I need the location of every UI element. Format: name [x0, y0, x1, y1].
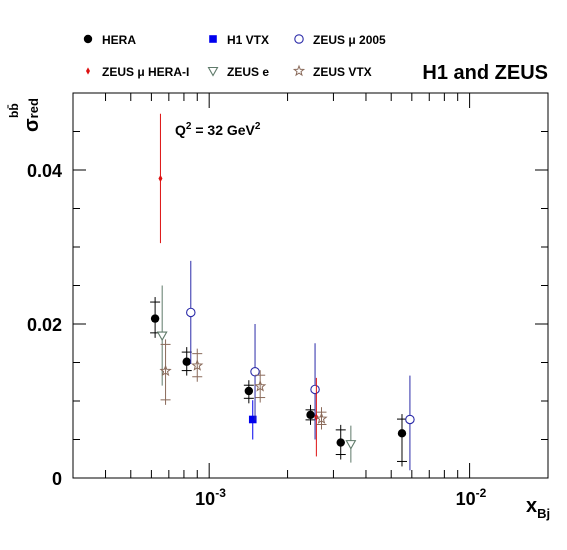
data-point	[396, 414, 407, 467]
data-point	[345, 425, 357, 463]
data-point	[158, 113, 163, 244]
point-marker	[254, 379, 267, 392]
q2-annotation-base: Q	[175, 122, 186, 138]
series-2	[186, 260, 415, 471]
legend-marker-4	[207, 66, 219, 77]
legend-entry-1: H1 VTX	[209, 33, 269, 47]
data-point	[305, 404, 316, 425]
legend-label-4: ZEUS e	[227, 65, 269, 79]
legend-marker-0	[83, 34, 93, 44]
axes: 0 0.02 0.04 10-3 10-2	[27, 92, 549, 509]
point-marker	[250, 366, 260, 377]
point-marker	[158, 174, 163, 183]
point-marker	[150, 314, 160, 323]
legend-label-3: ZEUS μ HERA-I	[102, 65, 189, 79]
legend-label-0: HERA	[102, 33, 136, 47]
x-tick-label-0: 10-3	[195, 486, 226, 509]
data-point	[254, 370, 267, 403]
q2-annotation-sup2: 2	[255, 121, 261, 132]
point-marker	[244, 386, 254, 396]
series-1	[248, 400, 257, 440]
point-marker	[159, 364, 172, 377]
legend-marker-2	[294, 34, 304, 44]
svg-text:σred: σred	[21, 98, 43, 132]
point-marker	[248, 415, 257, 424]
legend-entry-4: ZEUS e	[207, 65, 269, 79]
data-point	[243, 380, 254, 404]
legend-entry-0: HERA	[83, 33, 136, 47]
y-axis-label-sup: bb̄	[7, 103, 21, 118]
data-point	[186, 260, 196, 365]
x-axis-label: xBj	[526, 495, 550, 521]
x-tick-label-1: 10-2	[456, 486, 487, 509]
data-point	[250, 324, 260, 421]
point-marker	[336, 438, 345, 447]
q2-annotation-middle: = 32 GeV	[191, 122, 255, 138]
data-point	[191, 348, 204, 382]
q2-annotation: Q2 = 32 GeV2	[175, 121, 261, 138]
point-marker	[405, 414, 415, 425]
data-point	[248, 400, 257, 440]
series-layer	[150, 113, 415, 471]
chart-title: H1 and ZEUS	[422, 62, 548, 84]
legend-marker-3	[86, 67, 90, 75]
point-marker	[156, 331, 168, 342]
data-point	[335, 424, 346, 460]
y-tick-label-0: 0	[52, 469, 62, 489]
point-marker	[345, 440, 357, 450]
legend-marker-1	[209, 35, 217, 43]
point-marker	[306, 410, 315, 420]
y-tick-label-2: 0.04	[27, 161, 62, 181]
data-point	[159, 339, 172, 405]
legend-entry-2: ZEUS μ 2005	[294, 33, 386, 47]
data-point	[405, 375, 415, 471]
y-tick-label-1: 0.02	[27, 315, 62, 335]
legend-entry-3: ZEUS μ HERA-I	[86, 65, 189, 79]
data-point	[315, 407, 328, 430]
point-marker	[310, 384, 320, 395]
x-axis-label-sub: Bj	[537, 506, 550, 521]
point-marker	[315, 412, 328, 424]
y-axis-label: σred bb̄	[7, 98, 43, 132]
legend-marker-5	[292, 64, 306, 77]
legend-label-1: H1 VTX	[227, 33, 269, 47]
legend: HERA H1 VTX ZEUS μ 2005 ZEUS μ HERA-I ZEUS e…	[83, 33, 386, 79]
data-point	[310, 343, 320, 440]
point-marker	[191, 359, 204, 371]
point-marker	[182, 357, 191, 366]
y-axis-label-base: σ	[21, 118, 43, 132]
q2-annotation-sup1: 2	[186, 121, 192, 132]
data-point	[150, 297, 161, 338]
x-axis-label-base: x	[526, 495, 537, 517]
legend-label-2: ZEUS μ 2005	[313, 33, 386, 47]
legend-label-5: ZEUS VTX	[313, 65, 372, 79]
point-marker	[397, 429, 407, 438]
data-point	[181, 347, 192, 376]
y-axis-label-sub: red	[26, 98, 41, 118]
series-0	[150, 297, 407, 467]
series-3	[158, 113, 319, 457]
legend-entry-5: ZEUS VTX	[292, 64, 372, 79]
series-5	[159, 339, 328, 430]
point-marker	[186, 307, 196, 318]
